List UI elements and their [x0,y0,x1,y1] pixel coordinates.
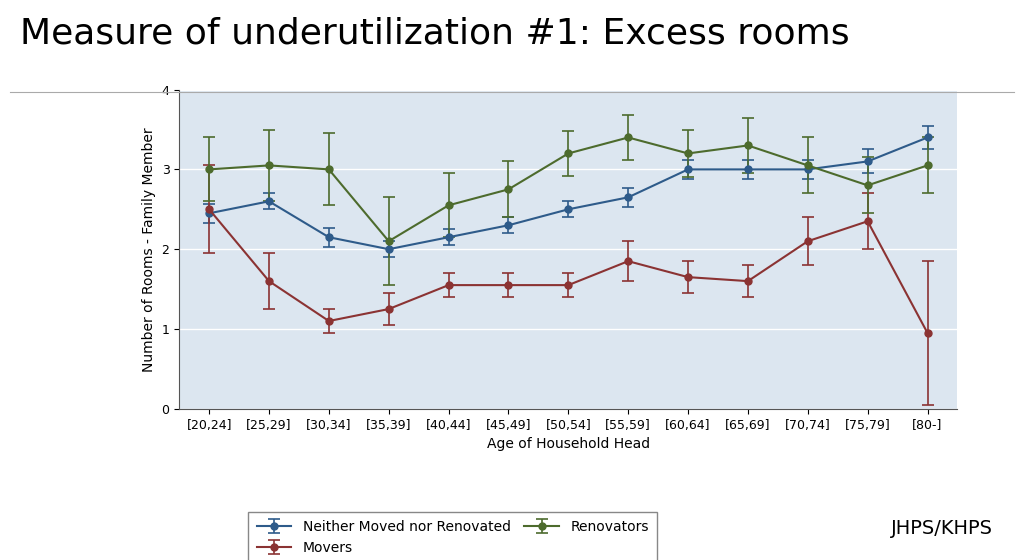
Legend: Neither Moved nor Renovated, Movers, Renovators: Neither Moved nor Renovated, Movers, Ren… [249,511,657,560]
X-axis label: Age of Household Head: Age of Household Head [486,437,650,451]
Text: JHPS/KHPS: JHPS/KHPS [891,519,993,538]
Y-axis label: Number of Rooms - Family Member: Number of Rooms - Family Member [142,127,156,371]
Text: Measure of underutilization #1: Excess rooms: Measure of underutilization #1: Excess r… [20,17,850,51]
